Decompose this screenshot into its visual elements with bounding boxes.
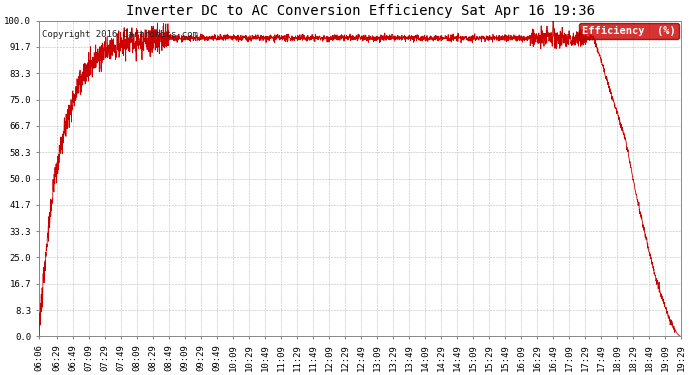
Text: Copyright 2016 Cartronics.com: Copyright 2016 Cartronics.com [42,30,198,39]
Title: Inverter DC to AC Conversion Efficiency Sat Apr 16 19:36: Inverter DC to AC Conversion Efficiency … [126,4,595,18]
Legend: Efficiency  (%): Efficiency (%) [579,23,679,39]
